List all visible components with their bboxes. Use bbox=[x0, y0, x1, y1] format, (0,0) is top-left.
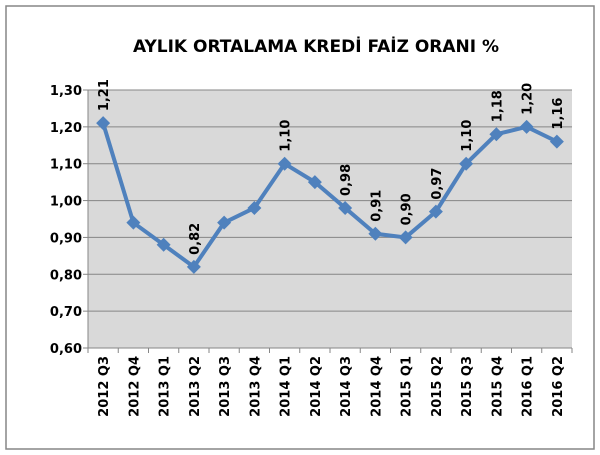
marker bbox=[398, 230, 413, 245]
marker bbox=[428, 204, 443, 219]
x-tick-label: 2016 Q1 bbox=[521, 356, 536, 417]
data-label: 1,16 bbox=[551, 98, 566, 130]
y-tick-label: 1,30 bbox=[50, 84, 82, 99]
marker bbox=[277, 156, 292, 171]
x-tick-label: 2013 Q4 bbox=[248, 356, 263, 417]
x-tick-label: 2015 Q2 bbox=[430, 356, 445, 417]
x-tick-label: 2013 Q3 bbox=[218, 356, 233, 417]
x-tick-label: 2014 Q2 bbox=[309, 356, 324, 417]
marker bbox=[186, 259, 201, 274]
x-tick-label: 2014 Q4 bbox=[369, 356, 384, 417]
marker bbox=[96, 116, 111, 131]
data-label: 1,10 bbox=[279, 120, 294, 152]
data-label: 0,90 bbox=[400, 193, 415, 225]
marker bbox=[247, 200, 262, 215]
y-tick-label: 1,00 bbox=[50, 195, 82, 210]
marker bbox=[156, 237, 171, 252]
data-label: 1,10 bbox=[460, 120, 475, 152]
data-label: 1,21 bbox=[97, 79, 112, 111]
chart-title: AYLIK ORTALAMA KREDİ FAİZ ORANI % bbox=[133, 35, 499, 57]
data-label: 1,20 bbox=[521, 83, 536, 115]
y-tick-label: 0,90 bbox=[50, 231, 82, 246]
plot-area bbox=[88, 90, 572, 348]
marker bbox=[217, 215, 232, 230]
line bbox=[101, 122, 558, 269]
x-tick-label: 2014 Q1 bbox=[279, 356, 294, 417]
x-tick-label: 2015 Q1 bbox=[400, 356, 415, 417]
marker bbox=[489, 127, 504, 142]
marker bbox=[307, 175, 322, 190]
marker bbox=[338, 200, 353, 215]
marker bbox=[519, 119, 534, 134]
y-tick-label: 1,20 bbox=[50, 121, 82, 136]
x-tick-label: 2016 Q2 bbox=[551, 356, 566, 417]
data-label: 1,18 bbox=[490, 90, 505, 122]
y-tick-label: 0,60 bbox=[50, 342, 82, 357]
x-tick-label: 2013 Q2 bbox=[188, 356, 203, 417]
x-tick-label: 2012 Q4 bbox=[127, 356, 142, 417]
y-tick-label: 1,10 bbox=[50, 158, 82, 173]
x-tick-label: 2014 Q3 bbox=[339, 356, 354, 417]
marker bbox=[126, 215, 141, 230]
data-label: 0,97 bbox=[430, 168, 445, 200]
x-tick-label: 2015 Q4 bbox=[490, 356, 505, 417]
marker bbox=[549, 134, 564, 149]
x-tick-label: 2013 Q1 bbox=[158, 356, 173, 417]
marker bbox=[459, 156, 474, 171]
x-tick-label: 2015 Q3 bbox=[460, 356, 475, 417]
data-label: 0,82 bbox=[188, 223, 203, 255]
y-tick-label: 0,70 bbox=[50, 305, 82, 320]
y-tick-label: 0,80 bbox=[50, 268, 82, 283]
data-label: 0,91 bbox=[369, 190, 384, 222]
x-tick-label: 2012 Q3 bbox=[97, 356, 112, 417]
data-label: 0,98 bbox=[339, 164, 354, 196]
marker bbox=[368, 226, 383, 241]
